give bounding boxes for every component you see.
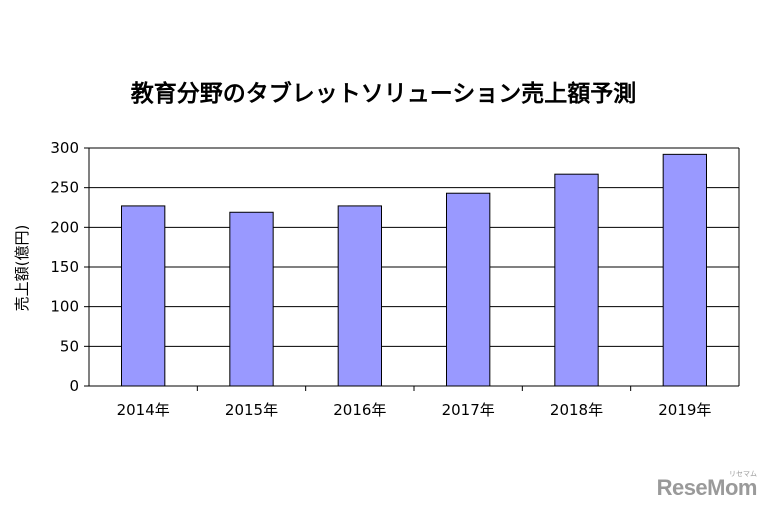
gridlines <box>89 147 739 387</box>
bars <box>121 153 708 387</box>
tick-labels: 0 50 100 150 200 250 300 2014年 2015年 2016年 2017年 20… <box>50 139 711 419</box>
bar-2016年 <box>337 205 382 387</box>
bar-2014年 <box>121 205 166 387</box>
y-axis-title: 売上額(億円) <box>13 225 31 312</box>
x-tick-label: 2018年 <box>550 401 603 419</box>
y-tick-label: 200 <box>50 218 79 236</box>
x-tick-label: 2014年 <box>117 401 170 419</box>
x-tick-label: 2015年 <box>225 401 278 419</box>
watermark-logo: ReseMom <box>656 475 758 500</box>
bar-2019年 <box>662 153 708 387</box>
y-tick-label: 150 <box>50 258 79 276</box>
y-tick-label: 100 <box>50 298 79 316</box>
watermark-subtext: リセマム <box>729 471 757 478</box>
y-tick-label: 300 <box>50 139 79 157</box>
bar-2018年 <box>554 173 599 387</box>
x-tick-label: 2019年 <box>658 401 711 419</box>
bar-2015年 <box>229 211 274 387</box>
x-tick-label: 2017年 <box>442 401 495 419</box>
y-tick-label: 50 <box>60 337 79 355</box>
chart-title: 教育分野のタブレットソリューション売上額予測 <box>130 81 637 107</box>
bar-2017年 <box>446 192 491 387</box>
axes <box>84 147 740 391</box>
x-tick-label: 2016年 <box>333 401 386 419</box>
y-tick-label: 250 <box>50 179 79 197</box>
y-tick-label: 0 <box>69 377 79 395</box>
